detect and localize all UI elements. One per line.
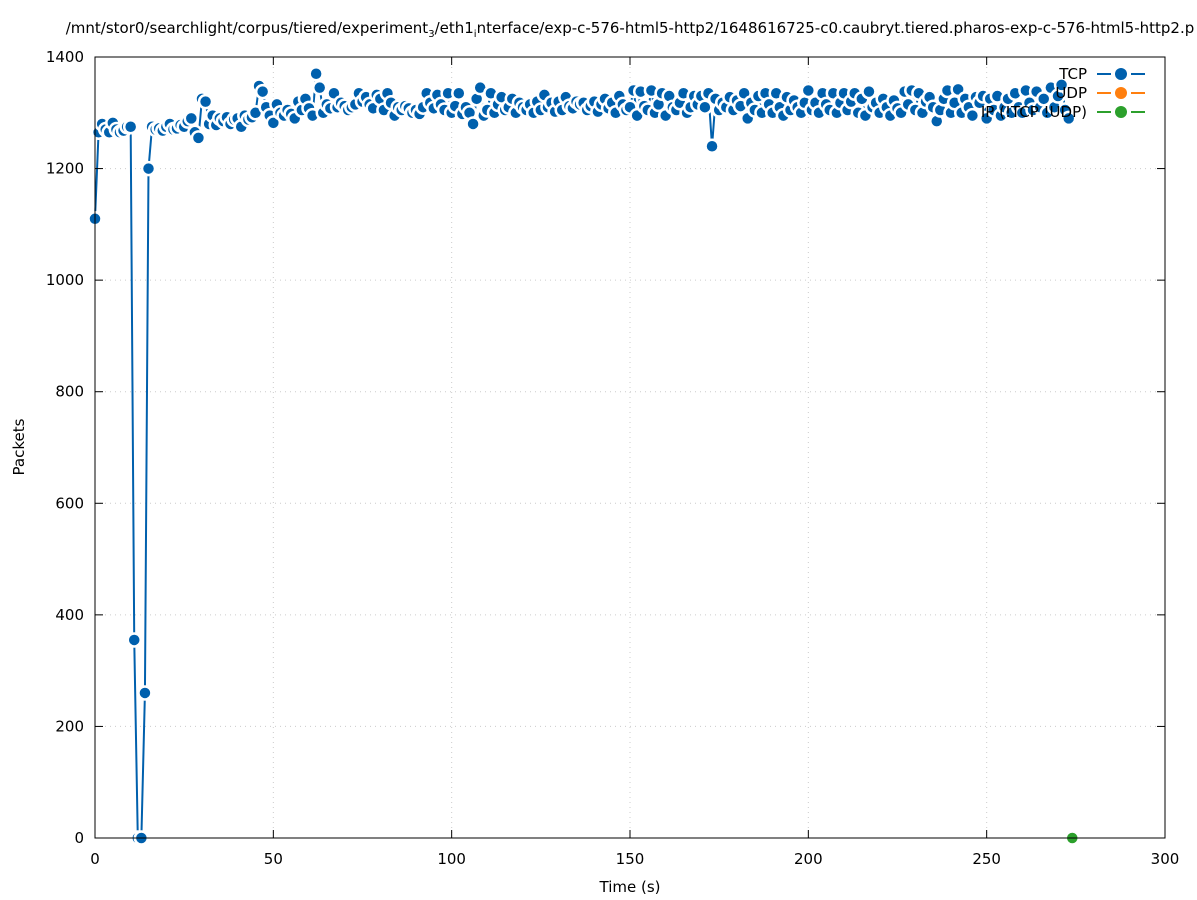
x-tick-label: 100 bbox=[437, 850, 466, 868]
data-point bbox=[265, 115, 282, 131]
x-tick-label: 250 bbox=[972, 850, 1001, 868]
data-point bbox=[126, 632, 142, 648]
data-point bbox=[1060, 110, 1077, 127]
x-tick-label: 50 bbox=[264, 850, 283, 868]
data-point bbox=[451, 85, 467, 102]
legend-label: UDP bbox=[1055, 84, 1087, 102]
title-part: /mnt/stor0/searchlight/corpus/tiered/exp… bbox=[65, 19, 429, 37]
data-point bbox=[697, 99, 713, 115]
y-tick-label: 1400 bbox=[46, 48, 84, 66]
y-tick-label: 200 bbox=[55, 717, 84, 735]
y-tick-label: 600 bbox=[55, 494, 84, 512]
x-tick-label: 200 bbox=[794, 850, 823, 868]
legend-marker bbox=[1115, 68, 1127, 80]
y-tick-label: 1000 bbox=[46, 271, 84, 289]
y-tick-label: 800 bbox=[55, 383, 84, 401]
data-point bbox=[254, 83, 271, 100]
legend-label: TCP bbox=[1058, 65, 1087, 83]
title-subscript: i bbox=[473, 29, 477, 40]
y-axis-label: Packets bbox=[10, 418, 28, 475]
y-tick-label: 0 bbox=[74, 829, 84, 847]
x-axis-label: Time (s) bbox=[599, 878, 661, 896]
title-part: nterface/exp-c-576-html5-http2/164861672… bbox=[476, 19, 1195, 37]
data-point bbox=[1035, 91, 1052, 107]
title-part: /eth1 bbox=[434, 19, 474, 37]
x-tick-label: 0 bbox=[90, 850, 100, 868]
series-layer bbox=[87, 65, 1081, 846]
legend-marker bbox=[1115, 87, 1127, 99]
data-point bbox=[190, 130, 207, 146]
x-tick-label: 300 bbox=[1151, 850, 1180, 868]
ticks: 0 50 100 150 200 250 300 0 200 400 600 800 1000 1200 1… bbox=[46, 48, 1180, 868]
data-point bbox=[704, 138, 720, 155]
data-point bbox=[861, 83, 877, 100]
grid bbox=[95, 57, 1165, 838]
data-point bbox=[137, 685, 153, 701]
data-point bbox=[311, 79, 328, 96]
data-point bbox=[800, 82, 817, 99]
data-point bbox=[1053, 77, 1070, 93]
data-point bbox=[183, 110, 200, 127]
legend-label: IP (!TCP !UDP) bbox=[981, 103, 1087, 121]
y-tick-label: 400 bbox=[55, 606, 84, 624]
data-point bbox=[308, 65, 324, 82]
data-point bbox=[140, 160, 157, 177]
data-point bbox=[465, 116, 481, 132]
series-line bbox=[94, 73, 1070, 839]
x-tick-label: 150 bbox=[616, 850, 645, 868]
data-point bbox=[197, 93, 214, 110]
chart-title: /mnt/stor0/searchlight/corpus/tiered/exp… bbox=[66, 19, 1194, 40]
title-subscript: 3 bbox=[428, 29, 435, 40]
legend-marker bbox=[1115, 106, 1127, 118]
series-tcp bbox=[87, 65, 1077, 846]
data-point bbox=[122, 118, 139, 135]
y-tick-label: 1200 bbox=[46, 160, 84, 178]
data-point bbox=[964, 107, 981, 124]
